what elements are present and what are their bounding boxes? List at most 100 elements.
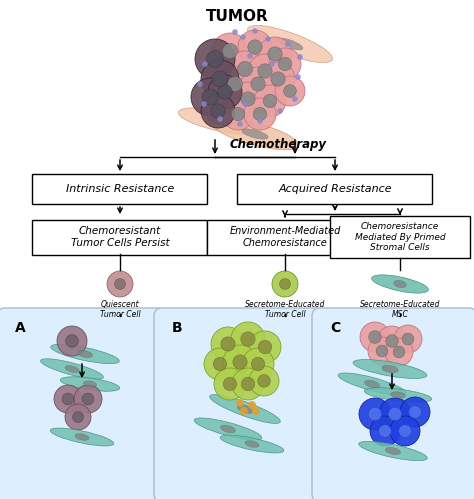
Circle shape <box>258 375 270 387</box>
Text: Secretome-Educated
MSC: Secretome-Educated MSC <box>360 300 440 319</box>
Circle shape <box>197 81 203 87</box>
Ellipse shape <box>50 428 114 446</box>
Circle shape <box>248 40 262 54</box>
Text: B: B <box>172 321 182 335</box>
Circle shape <box>278 57 292 71</box>
Circle shape <box>241 67 275 101</box>
Circle shape <box>223 377 237 391</box>
Ellipse shape <box>60 377 120 391</box>
Ellipse shape <box>220 425 236 433</box>
Circle shape <box>237 121 243 127</box>
Circle shape <box>228 76 243 91</box>
Circle shape <box>386 335 398 347</box>
Circle shape <box>268 47 282 61</box>
Circle shape <box>385 338 413 366</box>
Circle shape <box>212 71 228 87</box>
Circle shape <box>261 62 295 96</box>
FancyBboxPatch shape <box>33 220 208 254</box>
Circle shape <box>222 43 237 58</box>
Circle shape <box>191 78 229 116</box>
Circle shape <box>368 407 382 421</box>
Ellipse shape <box>83 381 97 387</box>
Ellipse shape <box>364 388 432 402</box>
Circle shape <box>241 92 255 106</box>
Text: Chemoresistant
Tumor Cells Persist: Chemoresistant Tumor Cells Persist <box>71 226 169 248</box>
Circle shape <box>277 108 283 114</box>
Circle shape <box>360 322 390 352</box>
Circle shape <box>390 416 420 446</box>
Circle shape <box>211 104 225 118</box>
Circle shape <box>285 41 291 47</box>
Circle shape <box>242 101 248 107</box>
Circle shape <box>231 82 265 116</box>
Circle shape <box>280 278 291 289</box>
Circle shape <box>221 337 235 351</box>
Text: Chemotherapy: Chemotherapy <box>230 138 327 151</box>
Text: TUMOR: TUMOR <box>206 9 268 24</box>
Ellipse shape <box>245 441 259 447</box>
Ellipse shape <box>247 25 332 62</box>
Circle shape <box>223 345 257 379</box>
Circle shape <box>240 407 248 415</box>
Circle shape <box>202 61 208 67</box>
Circle shape <box>57 326 87 356</box>
Ellipse shape <box>41 359 103 379</box>
Circle shape <box>212 33 248 69</box>
Ellipse shape <box>359 441 427 461</box>
Ellipse shape <box>65 366 79 372</box>
Circle shape <box>242 348 274 380</box>
Circle shape <box>231 107 245 121</box>
Circle shape <box>379 398 411 430</box>
Circle shape <box>241 332 255 346</box>
Text: Chemoresistance
Mediated By Primed
Stromal Cells: Chemoresistance Mediated By Primed Strom… <box>355 222 445 252</box>
Circle shape <box>269 48 301 80</box>
Circle shape <box>218 85 232 99</box>
Circle shape <box>292 96 298 102</box>
Circle shape <box>217 116 223 122</box>
Circle shape <box>233 355 247 369</box>
Circle shape <box>244 98 276 130</box>
Circle shape <box>65 404 91 430</box>
Circle shape <box>379 425 392 437</box>
Circle shape <box>202 89 218 105</box>
Ellipse shape <box>51 344 119 364</box>
Text: Acquired Resistance: Acquired Resistance <box>278 184 392 194</box>
Circle shape <box>359 398 391 430</box>
Circle shape <box>249 331 281 363</box>
Ellipse shape <box>75 434 89 440</box>
Circle shape <box>252 28 258 34</box>
Circle shape <box>249 366 279 396</box>
Circle shape <box>237 61 253 76</box>
Circle shape <box>66 335 78 347</box>
Circle shape <box>376 345 388 357</box>
Circle shape <box>217 66 253 102</box>
Circle shape <box>394 325 422 353</box>
Text: Secretome-Educated
Tumor Cell: Secretome-Educated Tumor Cell <box>245 300 325 319</box>
Ellipse shape <box>194 418 262 440</box>
Text: C: C <box>330 321 340 335</box>
Circle shape <box>211 327 245 361</box>
Circle shape <box>258 64 272 78</box>
FancyBboxPatch shape <box>237 174 432 204</box>
Circle shape <box>207 50 223 67</box>
Circle shape <box>201 101 207 107</box>
Circle shape <box>263 94 277 108</box>
Circle shape <box>257 118 263 124</box>
Ellipse shape <box>365 380 380 388</box>
Circle shape <box>195 39 235 79</box>
Circle shape <box>409 406 421 418</box>
Circle shape <box>258 340 272 354</box>
Text: Intrinsic Resistance: Intrinsic Resistance <box>66 184 174 194</box>
Circle shape <box>248 54 282 88</box>
Circle shape <box>377 326 407 356</box>
Circle shape <box>213 357 227 371</box>
Ellipse shape <box>391 392 405 398</box>
Circle shape <box>204 348 236 380</box>
Circle shape <box>368 337 396 365</box>
Circle shape <box>269 61 275 67</box>
Circle shape <box>272 271 298 297</box>
Circle shape <box>107 271 133 297</box>
Circle shape <box>227 51 263 87</box>
FancyBboxPatch shape <box>208 220 363 254</box>
Circle shape <box>74 385 102 413</box>
